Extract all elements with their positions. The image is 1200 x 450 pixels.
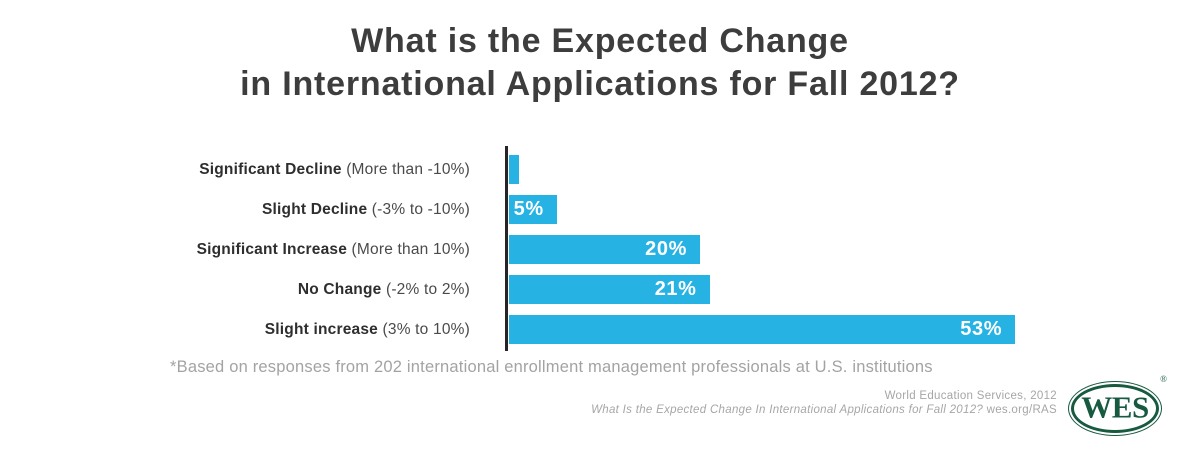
bar <box>509 155 519 184</box>
wes-logo-text: WES <box>1081 389 1149 425</box>
chart-row: Significant Decline (More than -10%) <box>0 155 1200 184</box>
bar: 53% <box>509 315 1016 344</box>
chart-axis-line <box>505 146 508 351</box>
footnote: *Based on responses from 202 internation… <box>170 358 933 376</box>
attribution-url: wes.org/RAS <box>983 404 1057 416</box>
chart-title-line1: What is the Expected Change <box>351 22 849 60</box>
wes-logo: WES ® <box>1068 374 1167 436</box>
chart-row: Slight increase (3% to 10%) 53% <box>0 315 1200 344</box>
category-label: Slight increase (3% to 10%) <box>0 315 470 344</box>
bar: 21% <box>509 275 710 304</box>
bar-value-label: 20% <box>645 238 687 260</box>
attribution-title-line: What Is the Expected Change In Internati… <box>591 403 1057 417</box>
bar-value-label: 5% <box>513 198 544 220</box>
category-label: No Change (-2% to 2%) <box>0 275 470 304</box>
category-label-detail: (-3% to -10%) <box>367 201 470 218</box>
chart-row: No Change (-2% to 2%) 21% <box>0 275 1200 304</box>
category-label-bold: Slight increase <box>264 321 378 338</box>
category-label: Significant Decline (More than -10%) <box>0 155 470 184</box>
chart-title-line2: in International Applications for Fall 2… <box>240 65 960 103</box>
chart-row: Slight Decline (-3% to -10%) 5% <box>0 195 1200 224</box>
wes-logo-ellipse-outer <box>1068 381 1162 436</box>
attribution-title-italic: What Is the Expected Change In Internati… <box>591 404 984 416</box>
category-label-bold: Significant Decline <box>199 161 342 178</box>
attribution: World Education Services, 2012 What Is t… <box>591 389 1057 417</box>
attribution-source-line: World Education Services, 2012 <box>884 390 1057 402</box>
bar-value-label: 21% <box>654 278 697 300</box>
category-label: Slight Decline (-3% to -10%) <box>0 195 470 224</box>
registered-trademark-icon: ® <box>1160 374 1167 384</box>
category-label-detail: (3% to 10%) <box>378 321 470 338</box>
category-label: Significant Increase (More than 10%) <box>0 235 470 264</box>
category-label-detail: (More than 10%) <box>347 241 470 258</box>
chart-area: Significant Decline (More than -10%) Sli… <box>0 155 1200 355</box>
category-label-bold: Significant Increase <box>196 241 348 258</box>
category-label-bold: No Change <box>297 281 382 298</box>
chart-row: Significant Increase (More than 10%) 20% <box>0 235 1200 264</box>
wes-logo-ellipse-inner <box>1071 384 1159 433</box>
category-label-detail: (More than -10%) <box>341 161 470 178</box>
category-label-detail: (-2% to 2%) <box>381 281 470 298</box>
bar-value-label: 53% <box>960 318 1003 340</box>
category-label-bold: Slight Decline <box>261 201 368 218</box>
bar: 5% <box>509 195 557 224</box>
chart-title: What is the Expected Change in Internati… <box>0 20 1200 106</box>
bar: 20% <box>509 235 700 264</box>
